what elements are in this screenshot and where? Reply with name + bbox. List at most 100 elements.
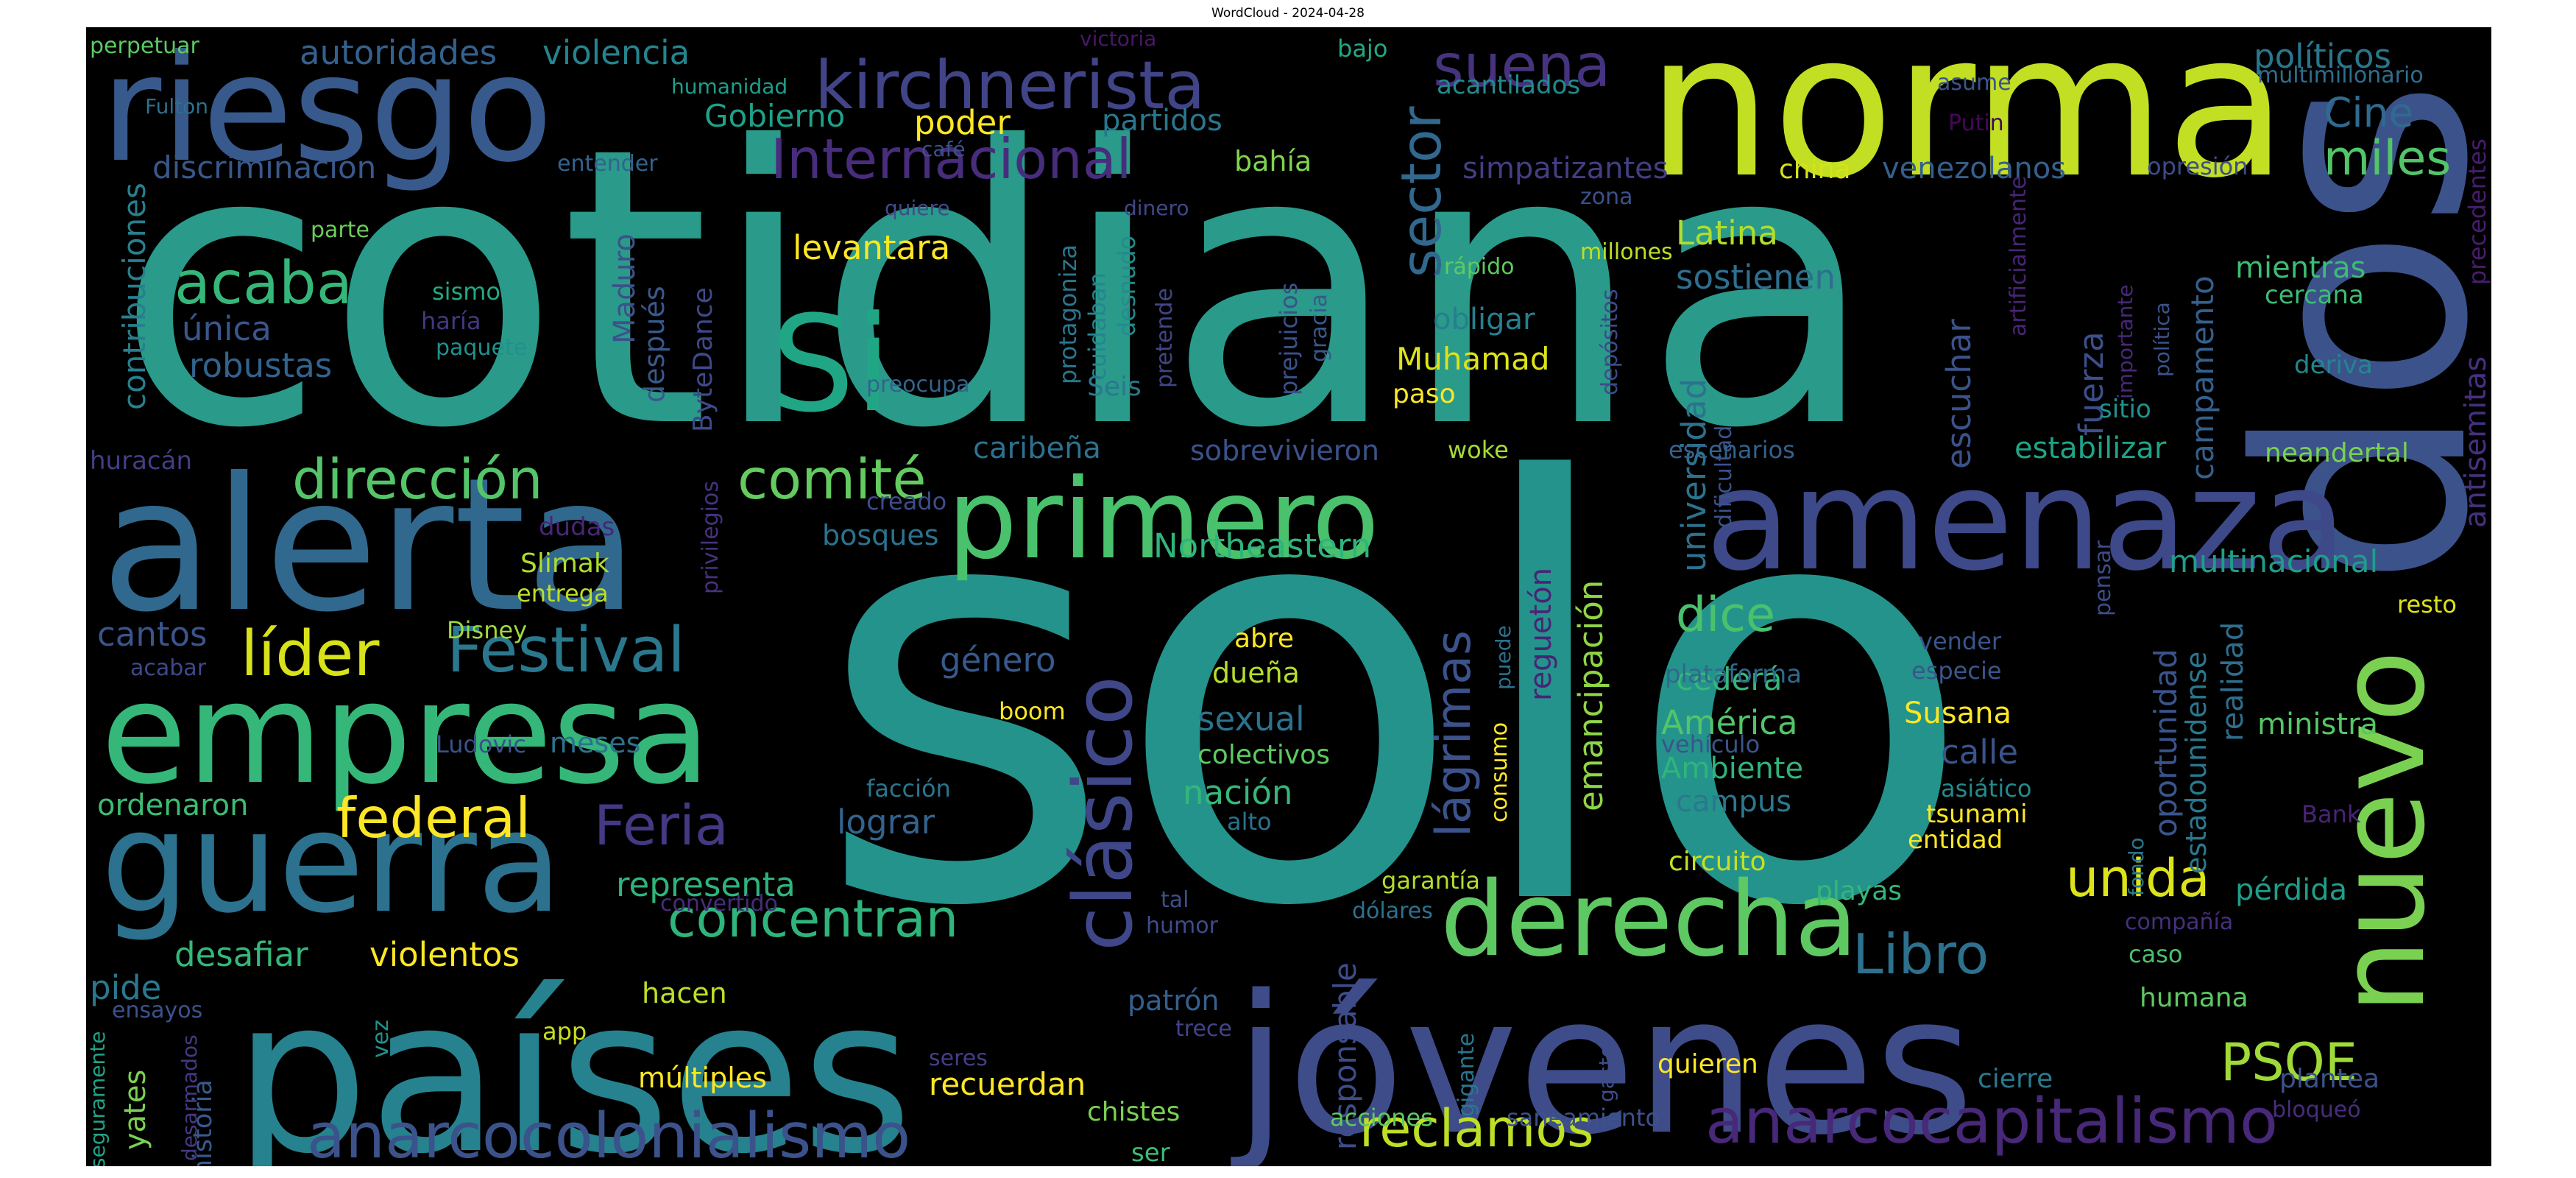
word-dólares: dólares [1352, 898, 1433, 924]
word-parte: parte [311, 217, 369, 243]
word-bank: Bank [2301, 800, 2361, 828]
word-entender: entender [557, 151, 658, 177]
word-bytedance: ByteDance [688, 287, 718, 432]
word-quieren: quieren [1657, 1049, 1758, 1079]
word-internacional: Internacional [771, 127, 1132, 191]
word-patrón: patrón [1128, 984, 1219, 1017]
word-caribeña: caribeña [973, 431, 1101, 465]
word-circuito: circuito [1669, 847, 1766, 877]
word-emancipación: emancipación [1571, 580, 1610, 811]
word-poder: poder [914, 103, 1011, 142]
word-fulton: Fulton [145, 94, 208, 119]
word-violentos: violentos [369, 935, 520, 974]
word-dos: dos [2197, 80, 2491, 587]
word-representa: representa [616, 865, 796, 904]
word-única: única [182, 309, 272, 348]
word-desnudo: desnudo [1113, 236, 1141, 336]
word-feria: Feria [594, 793, 729, 858]
word-multinacional: multinacional [2169, 543, 2378, 579]
word-sostienen: sostienen [1676, 258, 1836, 297]
word-pretende: pretende [1152, 288, 1178, 388]
word-cantos: cantos [97, 615, 207, 654]
word-putin: Putin [1948, 110, 2004, 136]
word-empresa: empresa [101, 652, 711, 815]
word-campamento: campamento [2184, 275, 2221, 480]
word-tal: tal [1161, 887, 1189, 913]
word-nuevo: nuevo [2313, 650, 2451, 1014]
word-privilegios: privilegios [698, 481, 723, 594]
word-creado: creado [866, 487, 946, 515]
word-café: café [921, 137, 966, 161]
word-entrega: entrega [517, 579, 609, 607]
word-escenarios: escenarios [1669, 436, 1795, 464]
word-trece: trece [1175, 1016, 1232, 1042]
word-contribuciones: contribuciones [116, 183, 152, 410]
word-simpatizantes: simpatizantes [1462, 152, 1669, 186]
word-multimillonario: multimillonario [2257, 63, 2424, 88]
word-dificultad: dificultad [1711, 426, 1737, 528]
word-gracia: gracia [1306, 294, 1332, 362]
word-después: después [638, 286, 670, 403]
word-partidos: partidos [1102, 104, 1222, 138]
word-américa: América [1661, 703, 1798, 742]
word-estabilizar: estabilizar [2014, 431, 2167, 465]
word-convertido: convertido [660, 891, 778, 917]
word-zona: zona [1580, 184, 1633, 210]
word-resto: resto [2397, 590, 2457, 618]
word-festival: Festival [447, 614, 685, 687]
word-escuchar: escuchar [1939, 319, 1978, 469]
word-violencia: violencia [542, 33, 690, 72]
word-compañía: compañía [2125, 909, 2233, 935]
word-sobrevivieron: sobrevivieron [1190, 434, 1379, 467]
word-entidad: entidad [1908, 825, 2003, 855]
word-federal: federal [336, 786, 531, 850]
word-seguramente: seguramente [86, 1031, 110, 1166]
word-depósitos: depósitos [1597, 289, 1623, 395]
word-antisemitas: antisemitas [2459, 356, 2491, 528]
word-realidad: realidad [2216, 622, 2250, 741]
word-amenaza: amenaza [1705, 439, 2346, 602]
word-pide: pide [90, 968, 161, 1007]
word-dueña: dueña [1212, 657, 1300, 689]
word-dinero: dinero [1124, 196, 1189, 220]
word-mientras: mientras [2235, 251, 2366, 285]
word-lograr: lograr [837, 803, 935, 842]
word-muhamad: Muhamad [1396, 341, 1550, 377]
word-asume: asume [1937, 70, 2011, 96]
word-protagoniza: protagoniza [1054, 244, 1082, 384]
word-primero: primero [947, 456, 1379, 584]
word-china: china [1779, 155, 1851, 185]
word-autoridades: autoridades [300, 33, 497, 72]
word-acantilados: acantilados [1437, 71, 1580, 100]
word-clásico: clásico [1056, 676, 1150, 951]
word-quiere: quiere [885, 196, 950, 220]
word-acciones: acciones [1330, 1104, 1433, 1132]
word-boom: boom [999, 697, 1066, 725]
word-ordenaron: ordenaron [97, 789, 248, 822]
cloud-background [86, 27, 2491, 1166]
word-anarcocapitalismo: anarcocapitalismo [1705, 1085, 2278, 1158]
word-disney: Disney [447, 616, 527, 644]
word-northeastern: Northeastern [1153, 526, 1371, 565]
word-woke: woke [1448, 436, 1509, 464]
word-dudas: dudas [539, 512, 615, 542]
word-sismo: sismo [432, 278, 500, 306]
word-seres: seres [929, 1045, 988, 1071]
word-miles: miles [2324, 131, 2451, 186]
word-huracán: huracán [90, 446, 192, 476]
word-maduro: Maduro [608, 233, 642, 344]
word-levantara: levantara [793, 228, 950, 267]
word-reguetón: reguetón [1524, 568, 1558, 701]
word-alto: alto [1227, 808, 1272, 836]
word-paquete: paquete [436, 335, 527, 361]
word-app: app [542, 1017, 587, 1045]
word-cine: Cine [2324, 89, 2413, 136]
word-desafiar: desafiar [174, 935, 308, 974]
word-consumo: consumo [1487, 722, 1512, 822]
word-alerta: alerta [101, 438, 638, 652]
word-fuerza: fuerza [2072, 331, 2111, 436]
word-gasto: gasto [1594, 1045, 1618, 1102]
word-robustas: robustas [189, 346, 332, 385]
word-colectivos: colectivos [1197, 740, 1330, 770]
word-oportunidad: oportunidad [2148, 649, 2184, 837]
